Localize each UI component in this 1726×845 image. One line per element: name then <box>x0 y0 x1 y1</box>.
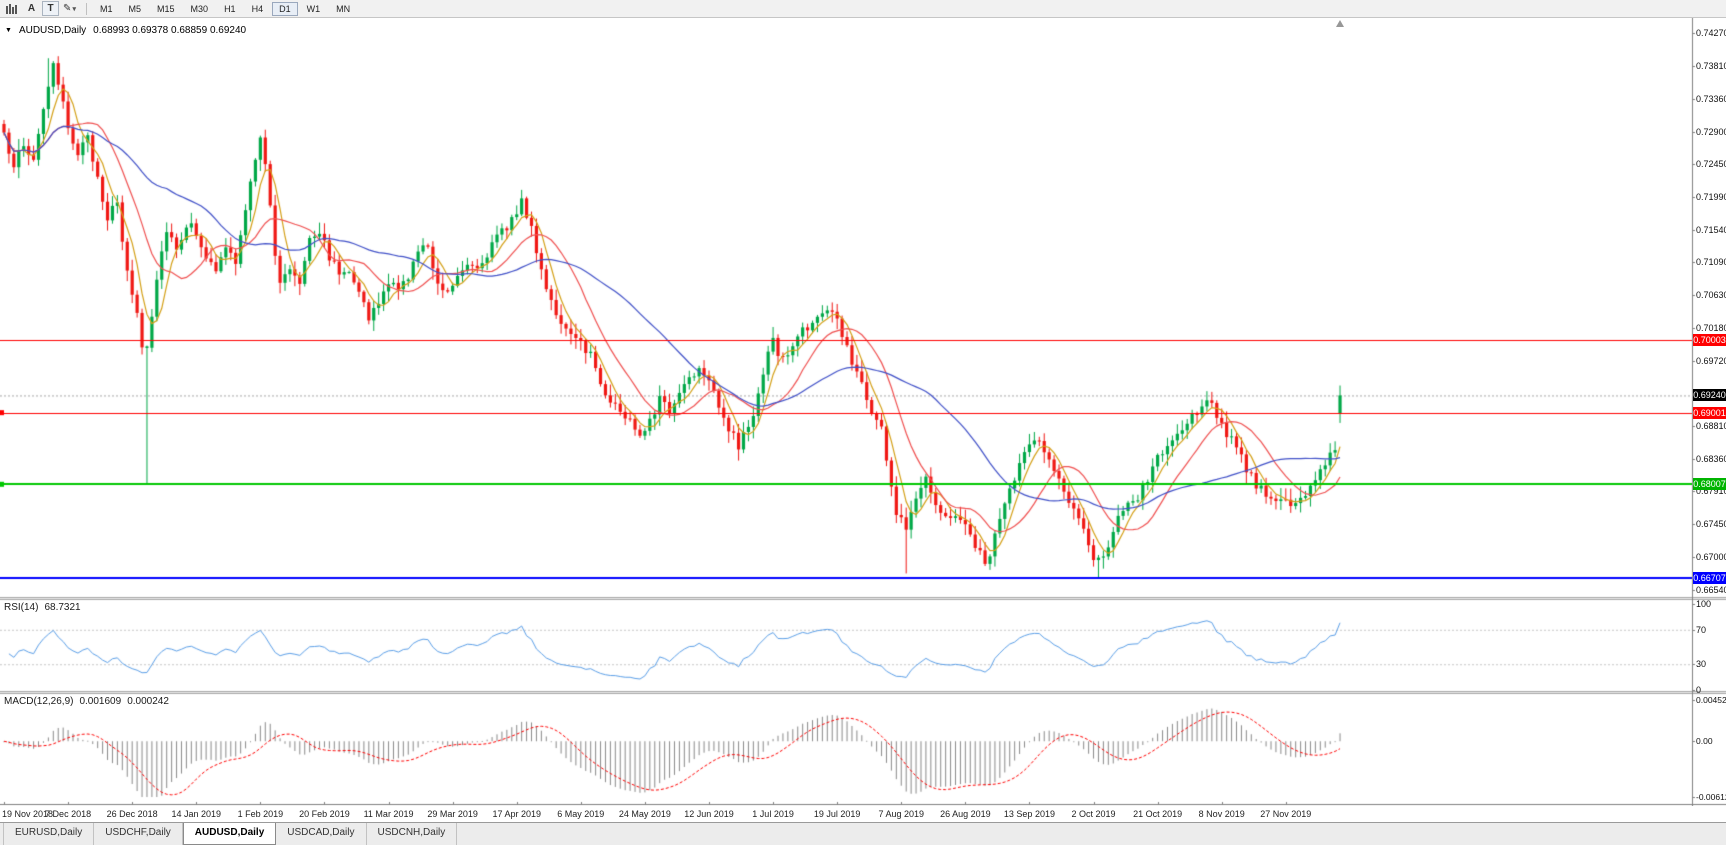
price-axis-label: 0.73810 <box>1696 61 1726 72</box>
macd-title: MACD(12,26,9) <box>4 696 74 707</box>
timeframe-h4[interactable]: H4 <box>251 3 264 14</box>
pencil-glyph: ✎ <box>63 3 72 14</box>
rsi-title: RSI(14) <box>4 602 39 613</box>
date-label: 6 May 2019 <box>557 809 605 819</box>
timeframe-m5[interactable]: M5 <box>128 3 142 14</box>
tab-eurusd[interactable]: EURUSD,Daily <box>3 823 95 845</box>
rsi-value: 68.7321 <box>44 602 81 613</box>
date-label: 12 Jun 2019 <box>684 809 734 819</box>
toolbar-separator <box>86 2 87 15</box>
date-label: 1 Jul 2019 <box>752 809 794 819</box>
tab-usdcnh[interactable]: USDCNH,Daily <box>367 823 458 845</box>
date-label: 26 Aug 2019 <box>940 809 991 819</box>
macd-signal-value: 0.000242 <box>127 696 169 707</box>
timeframe-d1[interactable]: D1 <box>272 1 298 16</box>
rsi-axis-label: 0 <box>1696 685 1702 695</box>
tab-bar: EURUSD,Daily USDCHF,Daily AUDUSD,Daily USDC… <box>0 822 1726 845</box>
price-axis-label: 0.68810 <box>1696 421 1726 432</box>
date-label: 17 Apr 2019 <box>492 809 541 819</box>
date-label: 7 Aug 2019 <box>878 809 925 819</box>
date-label: 20 Feb 2019 <box>299 809 350 819</box>
price-axis-label: 0.72900 <box>1696 126 1726 137</box>
timeframe-m1[interactable]: M1 <box>100 3 113 14</box>
rsi-axis-label: 30 <box>1696 659 1707 670</box>
tab-group: EURUSD,Daily USDCHF,Daily AUDUSD,Daily USDC… <box>3 823 458 845</box>
chart-menu-icon[interactable]: ▼ <box>5 27 12 34</box>
rsi-axis-label: 70 <box>1696 624 1707 635</box>
price-axis-label: 0.73360 <box>1696 93 1726 104</box>
rsi-axis-label: 100 <box>1696 599 1712 609</box>
price-axis-label: 0.67450 <box>1696 519 1726 530</box>
label-tool-button[interactable]: A <box>27 3 36 14</box>
tab-audusd[interactable]: AUDUSD,Daily <box>182 823 277 845</box>
date-label: 24 May 2019 <box>618 809 671 819</box>
price-axis-label: 0.67910 <box>1696 486 1726 497</box>
date-label: 27 Nov 2019 <box>1260 809 1312 819</box>
text-tool-button[interactable]: T <box>42 1 59 16</box>
price-axis-label: 0.71090 <box>1696 257 1726 268</box>
pencil-icon[interactable]: ✎ ▾ <box>61 1 78 16</box>
price-axis-label: 0.67000 <box>1696 551 1726 562</box>
date-label: 7 Dec 2018 <box>45 809 92 819</box>
rsi-label: RSI(14) 68.7321 <box>4 602 87 613</box>
timeframe-group: M1 M5 M15 M30 H1 H4 D1 W1 MN <box>93 1 359 16</box>
price-axis-label: 0.70630 <box>1696 290 1726 301</box>
date-label: 13 Sep 2019 <box>1003 809 1055 819</box>
symbol-label: AUDUSD,Daily <box>18 25 87 36</box>
price-box: 0.68007 <box>1693 478 1726 491</box>
price-box: 0.69001 <box>1693 406 1726 419</box>
date-label: 26 Dec 2018 <box>106 809 158 819</box>
price-chart-canvas[interactable] <box>0 18 1726 806</box>
date-label: 19 Jul 2019 <box>813 809 861 819</box>
price-box: 0.66707 <box>1693 571 1726 584</box>
toolbar: A T ✎ ▾ M1 M5 M15 M30 H1 H4 D1 W1 MN <box>0 0 1726 18</box>
timeframe-mn[interactable]: MN <box>336 3 351 14</box>
timeframe-m30[interactable]: M30 <box>190 3 209 14</box>
timeframe-h1[interactable]: H1 <box>224 3 236 14</box>
price-axis-label: 0.66540 <box>1696 585 1726 595</box>
timeframe-w1[interactable]: W1 <box>306 3 321 14</box>
price-axis-label: 0.71540 <box>1696 224 1726 235</box>
chart-shift-icon[interactable] <box>1336 20 1344 27</box>
macd-value: 0.001609 <box>79 696 122 707</box>
macd-axis-label: 0.00 <box>1696 736 1713 747</box>
date-label: 29 Mar 2019 <box>427 809 478 819</box>
tab-usdchf[interactable]: USDCHF,Daily <box>94 823 183 845</box>
date-label: 2 Oct 2019 <box>1071 809 1116 819</box>
price-box: 0.70003 <box>1693 334 1726 347</box>
tab-usdcad[interactable]: USDCAD,Daily <box>276 823 367 845</box>
price-axis-label: 0.70180 <box>1696 322 1726 333</box>
price-box: 0.69240 <box>1693 389 1726 402</box>
timeframe-m15[interactable]: M15 <box>157 3 175 14</box>
bar-chart-glyph <box>6 3 17 14</box>
chevron-down-icon: ▾ <box>72 5 76 13</box>
price-axis-label: 0.72450 <box>1696 159 1726 170</box>
price-axis-label: 0.68360 <box>1696 453 1726 464</box>
date-label: 1 Feb 2019 <box>237 809 284 819</box>
date-label: 14 Jan 2019 <box>171 809 222 819</box>
date-label: 19 Nov 2018 <box>2 809 54 819</box>
price-axis-label: 0.74270 <box>1696 28 1726 38</box>
bar-chart-icon[interactable] <box>4 1 21 16</box>
date-axis: 19 Nov 2018 7 Dec 2018 26 Dec 2018 14 Jan 2… <box>0 806 1692 822</box>
chart-region: ▼ AUDUSD,Daily 0.68993 0.69378 0.68859 0… <box>0 18 1726 822</box>
ohlc-label: 0.68993 0.69378 0.68859 0.69240 <box>93 25 247 36</box>
date-label: 11 Mar 2019 <box>363 809 414 819</box>
chart-header: ▼ AUDUSD,Daily 0.68993 0.69378 0.68859 0… <box>5 25 246 36</box>
date-label: 8 Nov 2019 <box>1198 809 1245 819</box>
macd-axis-label: -0.00612 <box>1696 792 1726 802</box>
price-axis-label: 0.69720 <box>1696 355 1726 366</box>
date-label: 21 Oct 2019 <box>1133 809 1183 819</box>
macd-label: MACD(12,26,9) 0.001609 0.000242 <box>4 696 175 707</box>
price-axis-label: 0.71990 <box>1696 192 1726 203</box>
macd-axis-label: 0.004528 <box>1696 695 1726 705</box>
